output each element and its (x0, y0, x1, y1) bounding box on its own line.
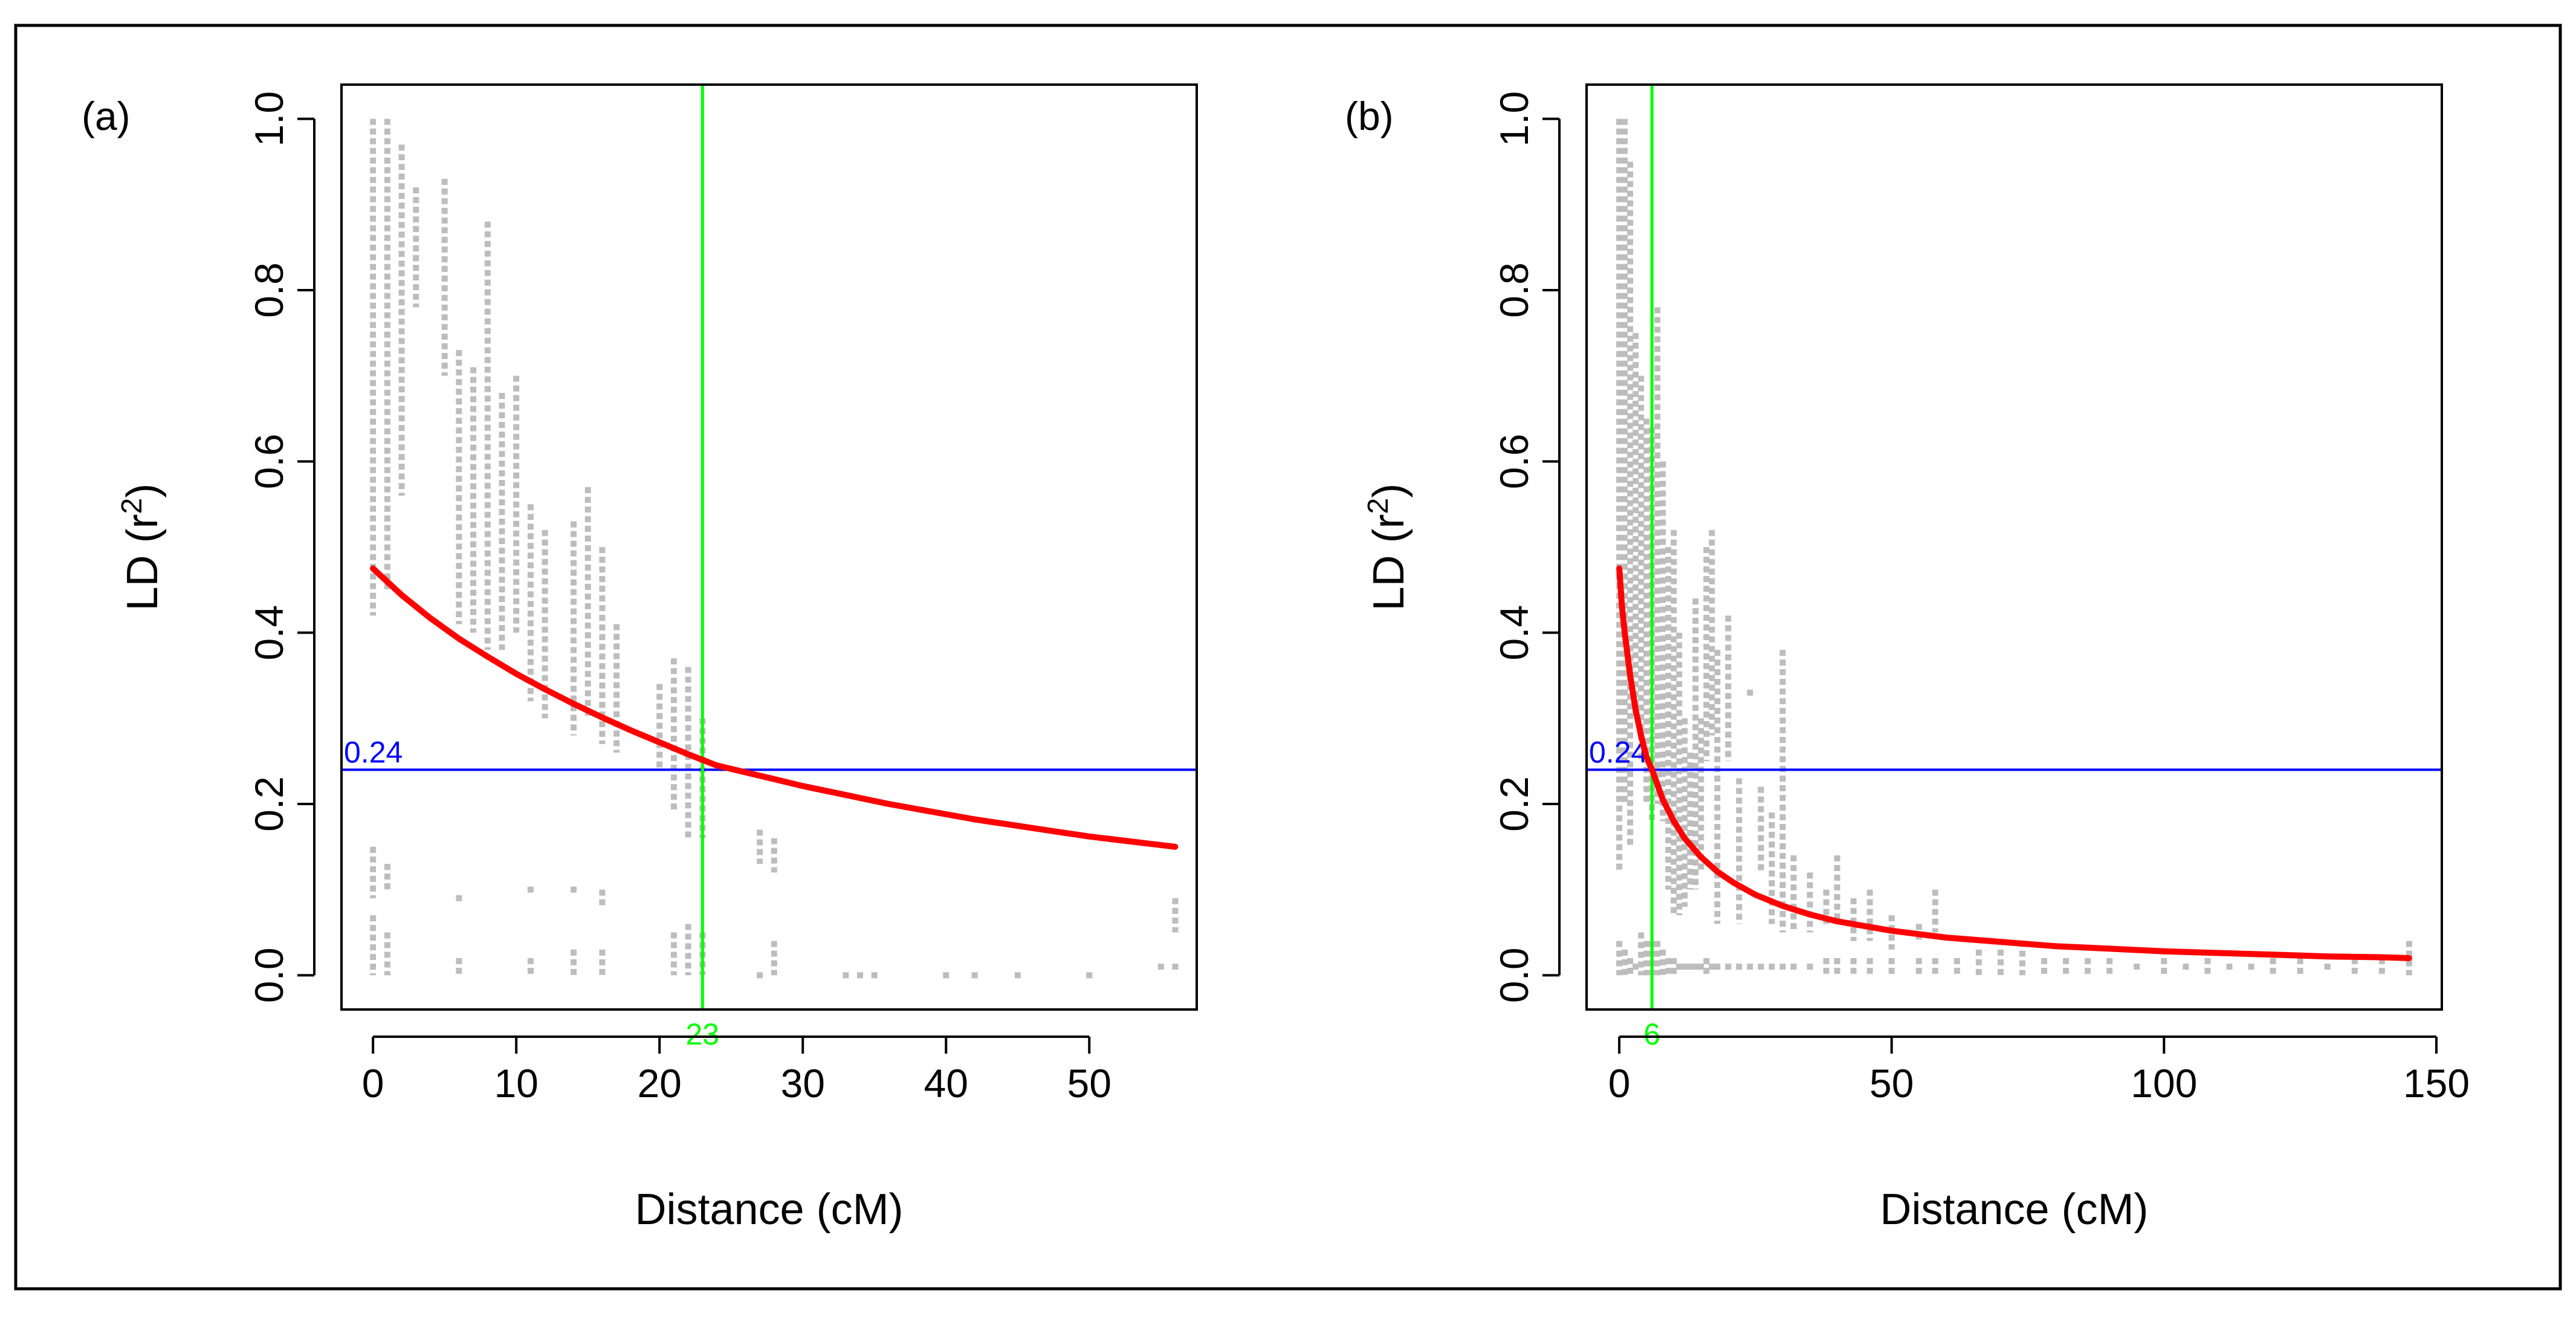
data-point (1769, 964, 1775, 970)
data-point (1779, 964, 1786, 970)
x-tick-label: 50 (1067, 1061, 1112, 1106)
data-point (2183, 964, 2189, 970)
y-axis-title-superscript: 2 (1362, 498, 1394, 514)
data-point (1157, 964, 1164, 970)
data-point (1676, 964, 1683, 970)
x-tick-label: 10 (494, 1061, 538, 1106)
x-tick-label: 100 (2131, 1061, 2197, 1106)
x-axis-title: Distance (cM) (1880, 1185, 2148, 1234)
y-tick-label: 0.8 (247, 262, 291, 318)
data-point (1709, 964, 1715, 970)
y-tick-label: 0.6 (247, 433, 291, 489)
data-point (2324, 964, 2331, 970)
x-tick-label: 150 (2403, 1061, 2470, 1106)
y-axis: 0.0 0.2 0.4 0.6 0.8 1.0 (247, 91, 316, 1003)
x-tick-label: 40 (924, 1061, 968, 1106)
data-point (527, 886, 534, 893)
data-point (1758, 964, 1764, 970)
y-axis-title-base: LD (r (1365, 514, 1413, 611)
y-tick-label: 0.4 (247, 605, 291, 661)
y-tick-label: 0.0 (1492, 947, 1536, 1003)
cutoff-label: 6 (1643, 1017, 1660, 1051)
plot-frame (340, 83, 1198, 1011)
threshold-label: 0.24 (344, 735, 403, 769)
panel-label: (b) (1345, 94, 1394, 138)
figure-frame (14, 24, 2562, 1291)
data-point (2226, 964, 2233, 970)
x-tick-label: 50 (1869, 1061, 1914, 1106)
y-tick-label: 0.2 (1492, 776, 1536, 832)
x-axis-title: Distance (cM) (635, 1185, 903, 1234)
data-point (843, 972, 849, 979)
data-point (1747, 964, 1753, 970)
data-point (1790, 964, 1797, 970)
data-point (1014, 972, 1021, 979)
data-point (1086, 972, 1093, 979)
data-point (1725, 964, 1732, 970)
data-point (1687, 964, 1694, 970)
data-point (857, 972, 864, 979)
x-tick-label: 20 (637, 1061, 681, 1106)
y-axis-title: LD (r2) (1362, 484, 1413, 611)
cutoff-label: 23 (685, 1017, 719, 1051)
ld-decay-curve (370, 565, 1179, 850)
data-point (1714, 964, 1721, 970)
x-tick-label: 0 (1608, 1061, 1631, 1106)
y-tick-label: 1.0 (1492, 91, 1536, 147)
data-point (1172, 964, 1179, 970)
y-tick-label: 0.6 (1492, 433, 1536, 489)
data-point (871, 972, 878, 979)
data-point (2248, 964, 2254, 970)
y-tick-label: 0.0 (247, 947, 291, 1003)
y-axis-title-base: LD (r (118, 514, 167, 611)
data-point (1747, 689, 1753, 696)
data-point (943, 972, 950, 979)
y-axis-title-close: ) (1365, 484, 1413, 498)
y-axis-title-close: ) (118, 484, 167, 498)
y-tick-label: 0.4 (1492, 605, 1536, 661)
data-point (757, 972, 763, 979)
data-point (1681, 964, 1688, 970)
threshold-label: 0.24 (1589, 735, 1648, 769)
x-tick-label: 0 (362, 1061, 384, 1106)
plot-frame (1585, 83, 2443, 1011)
data-point (1698, 964, 1704, 970)
panel-label: (a) (82, 94, 131, 138)
ld-decay-curve (1616, 565, 2412, 961)
data-point (456, 895, 462, 901)
data-point (971, 972, 978, 979)
y-axis: 0.0 0.2 0.4 0.6 0.8 1.0 (1492, 91, 1561, 1003)
data-point (570, 886, 577, 893)
x-axis: 0 50 100 150 (1608, 1035, 2470, 1106)
x-axis: 0 10 20 30 40 50 (362, 1035, 1112, 1106)
point-cloud (1616, 118, 2412, 976)
data-point (2134, 964, 2140, 970)
y-axis-title: LD (r2) (116, 484, 167, 611)
y-tick-label: 1.0 (247, 91, 291, 147)
y-tick-label: 0.8 (1492, 262, 1536, 318)
data-point (1633, 964, 1639, 970)
data-point (1736, 964, 1743, 970)
y-tick-label: 0.2 (247, 776, 291, 832)
y-axis-title-superscript: 2 (116, 498, 148, 514)
x-tick-label: 30 (780, 1061, 824, 1106)
data-point (1692, 964, 1699, 970)
data-point (1807, 964, 1813, 970)
